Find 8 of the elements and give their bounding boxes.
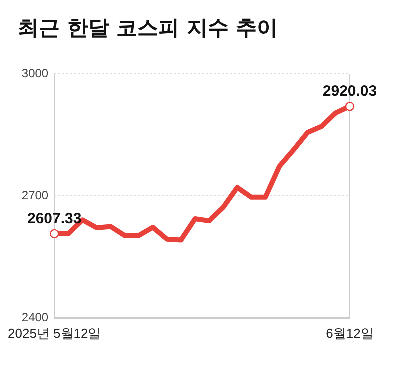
y-tick-label: 2400 xyxy=(22,310,49,325)
x-tick-label: 2025년 5월12일 xyxy=(8,326,102,341)
chart-title: 최근 한달 코스피 지수 추이 xyxy=(17,15,280,42)
data-label: 2607.33 xyxy=(27,210,82,228)
y-tick-label: 3000 xyxy=(22,66,49,80)
x-tick-label: 6월12일 xyxy=(326,326,374,341)
data-label: 2920.03 xyxy=(322,83,378,100)
y-tick-label: 2700 xyxy=(22,188,49,203)
